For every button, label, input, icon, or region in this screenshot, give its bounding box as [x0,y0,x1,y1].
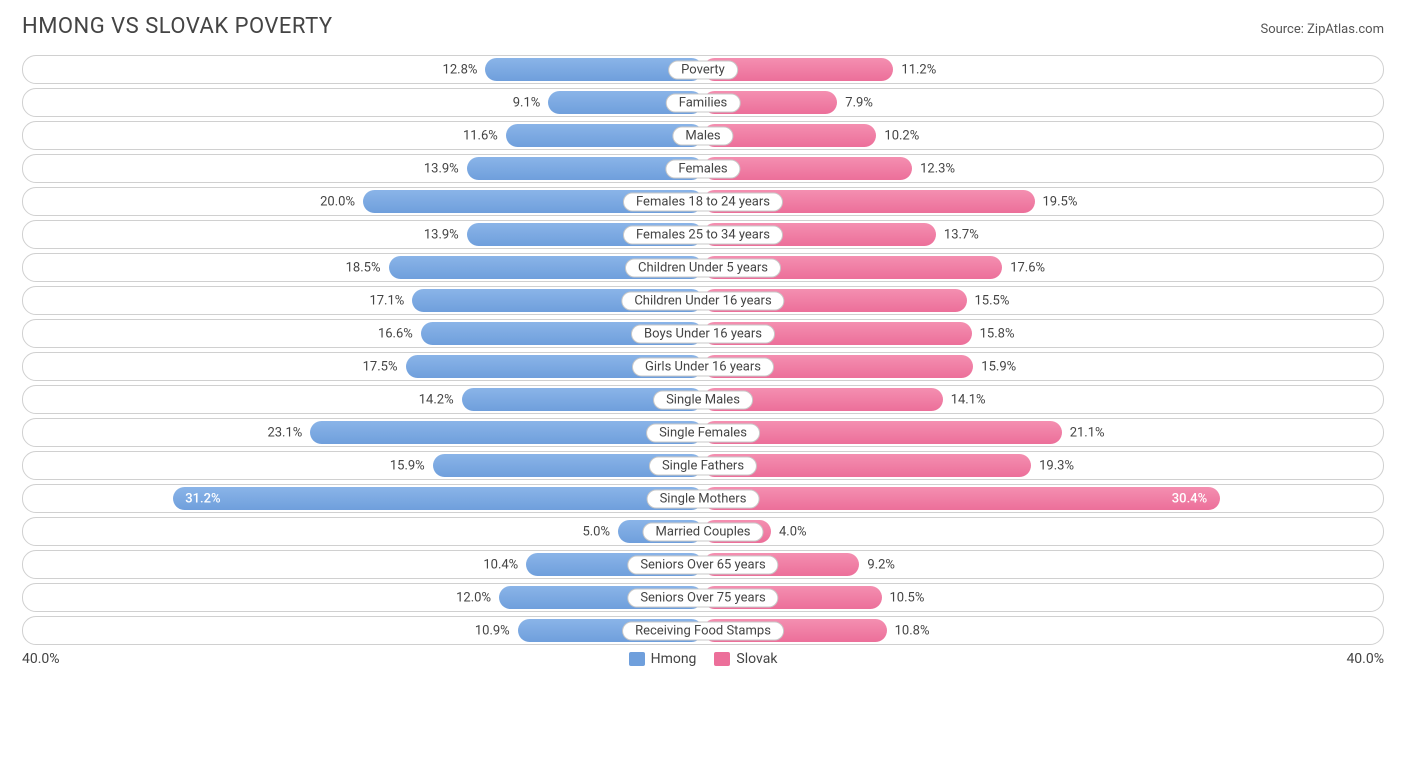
bar-right [703,487,1220,510]
chart-row: 12.8% 11.2% Poverty [22,55,1384,84]
swatch-hmong [629,652,645,666]
chart-row: 10.4% 9.2% Seniors Over 65 years [22,550,1384,579]
value-left: 13.9% [424,161,459,176]
chart-row: 20.0% 19.5% Females 18 to 24 years [22,187,1384,216]
category-label: Females 25 to 34 years [623,225,783,244]
legend-item-hmong: Hmong [629,651,697,667]
value-right: 19.5% [1043,194,1078,209]
chart-row: 10.9% 10.8% Receiving Food Stamps [22,616,1384,645]
value-left: 12.8% [443,62,478,77]
value-left: 14.2% [419,392,454,407]
chart-row: 23.1% 21.1% Single Females [22,418,1384,447]
chart-row: 17.5% 15.9% Girls Under 16 years [22,352,1384,381]
value-right: 12.3% [920,161,955,176]
chart-row: 15.9% 19.3% Single Fathers [22,451,1384,480]
category-label: Seniors Over 65 years [627,555,778,574]
value-left: 16.6% [378,326,413,341]
category-label: Single Females [646,423,760,442]
category-label: Children Under 16 years [621,291,784,310]
value-right: 15.9% [981,359,1016,374]
chart-title: HMONG VS SLOVAK POVERTY [22,14,333,39]
value-right: 15.5% [975,293,1010,308]
chart-row: 14.2% 14.1% Single Males [22,385,1384,414]
legend: Hmong Slovak [629,651,778,667]
value-right: 10.5% [889,590,924,605]
axis-max-right: 40.0% [1346,651,1384,667]
value-left: 12.0% [456,590,491,605]
chart-row: 12.0% 10.5% Seniors Over 75 years [22,583,1384,612]
chart-row: 5.0% 4.0% Married Couples [22,517,1384,546]
category-label: Males [672,126,733,145]
value-left: 5.0% [582,524,610,539]
chart-row: 17.1% 15.5% Children Under 16 years [22,286,1384,315]
category-label: Single Males [653,390,753,409]
butterfly-chart: 12.8% 11.2% Poverty 9.1% 7.9% Families 11.6% 10… [22,55,1384,645]
value-left: 20.0% [320,194,355,209]
value-right: 21.1% [1070,425,1105,440]
axis-max-left: 40.0% [22,651,60,667]
value-right: 4.0% [779,524,807,539]
chart-row: 16.6% 15.8% Boys Under 16 years [22,319,1384,348]
category-label: Females 18 to 24 years [623,192,783,211]
value-left: 9.1% [513,95,541,110]
value-right: 30.4% [1172,491,1207,506]
category-label: Females [665,159,740,178]
category-label: Single Mothers [647,489,760,508]
chart-row: 9.1% 7.9% Families [22,88,1384,117]
value-right: 7.9% [845,95,873,110]
category-label: Married Couples [643,522,764,541]
value-right: 19.3% [1039,458,1074,473]
chart-footer: 40.0% Hmong Slovak 40.0% [22,651,1384,667]
bar-left [173,487,703,510]
chart-row: 18.5% 17.6% Children Under 5 years [22,253,1384,282]
chart-source: Source: ZipAtlas.com [1260,22,1384,37]
bar-left [310,421,703,444]
category-label: Boys Under 16 years [631,324,775,343]
value-left: 31.2% [185,491,220,506]
value-left: 15.9% [390,458,425,473]
value-right: 9.2% [867,557,895,572]
value-right: 14.1% [951,392,986,407]
swatch-slovak [714,652,730,666]
legend-label-hmong: Hmong [651,651,697,667]
value-left: 10.9% [475,623,510,638]
value-left: 17.1% [369,293,404,308]
chart-row: 13.9% 13.7% Females 25 to 34 years [22,220,1384,249]
value-left: 17.5% [363,359,398,374]
value-left: 10.4% [483,557,518,572]
value-left: 11.6% [463,128,498,143]
category-label: Families [666,93,741,112]
chart-row: 13.9% 12.3% Females [22,154,1384,183]
value-right: 17.6% [1010,260,1045,275]
category-label: Receiving Food Stamps [622,621,784,640]
value-right: 10.2% [884,128,919,143]
legend-label-slovak: Slovak [736,651,777,667]
chart-header: HMONG VS SLOVAK POVERTY Source: ZipAtlas… [22,14,1384,39]
value-right: 11.2% [901,62,936,77]
category-label: Seniors Over 75 years [627,588,778,607]
value-left: 13.9% [424,227,459,242]
chart-row: 31.2% 30.4% Single Mothers [22,484,1384,513]
value-left: 18.5% [346,260,381,275]
chart-row: 11.6% 10.2% Males [22,121,1384,150]
category-label: Single Fathers [649,456,757,475]
value-right: 13.7% [944,227,979,242]
value-right: 15.8% [980,326,1015,341]
category-label: Girls Under 16 years [632,357,774,376]
category-label: Poverty [668,60,738,79]
category-label: Children Under 5 years [625,258,781,277]
value-left: 23.1% [267,425,302,440]
value-right: 10.8% [895,623,930,638]
legend-item-slovak: Slovak [714,651,777,667]
